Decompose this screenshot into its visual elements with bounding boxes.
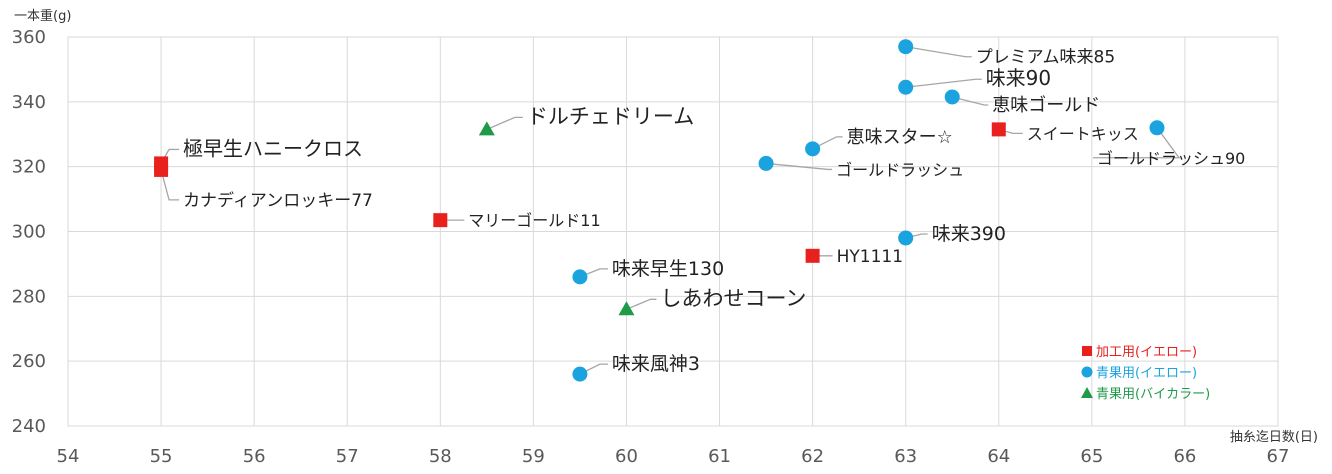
data-point — [898, 79, 914, 95]
point-label: 味来390 — [932, 223, 1006, 245]
data-point — [805, 141, 821, 157]
legend-marker — [1081, 387, 1093, 398]
legend-entry: 青果用(バイカラー) — [1096, 387, 1210, 402]
data-point — [758, 155, 774, 171]
point-label: 極早生ハニークロス — [183, 136, 363, 160]
x-tick-label: 61 — [708, 446, 731, 467]
gridlines — [67, 36, 1279, 427]
leader-line — [160, 169, 180, 201]
leader-line — [626, 298, 657, 310]
y-tick-label: 240 — [12, 416, 46, 437]
data-point — [572, 269, 588, 285]
leader-lines — [160, 46, 1181, 375]
leader-line — [812, 136, 843, 150]
point-label: カナディアンロッキー77 — [183, 190, 373, 211]
y-tick-label: 300 — [12, 222, 46, 243]
data-point — [433, 213, 448, 228]
y-axis-title: 一本重(g) — [14, 8, 71, 24]
point-label: しあわせコーン — [660, 286, 806, 310]
x-tick-label: 56 — [243, 446, 266, 467]
leader-line — [952, 96, 989, 106]
x-tick-label: 60 — [615, 446, 638, 467]
y-tick-label: 260 — [12, 351, 46, 372]
x-tick-label: 58 — [429, 446, 452, 467]
legend-entry: 青果用(イエロー) — [1096, 366, 1197, 381]
leader-line — [1093, 127, 1181, 159]
leader-line — [905, 46, 972, 58]
x-tick-label: 54 — [57, 446, 80, 467]
x-tick-label: 63 — [894, 446, 917, 467]
point-label: 恵味ゴールド — [992, 95, 1100, 116]
leader-line — [766, 162, 833, 171]
leader-line — [905, 78, 982, 88]
data-point — [898, 39, 914, 55]
point-label: 味来風神3 — [612, 353, 700, 375]
y-tick-label: 360 — [12, 27, 46, 48]
y-tick-label: 340 — [12, 92, 46, 113]
data-point — [944, 89, 960, 105]
y-tick-label: 320 — [12, 157, 46, 178]
x-tick-label: 55 — [150, 446, 173, 467]
x-tick-label: 66 — [1173, 446, 1196, 467]
leader-line — [486, 116, 523, 130]
data-point — [154, 162, 169, 177]
tick-labels: 54 55 56 57 58 59 60 61 62 63 64 65 66 67 240 260 280 300… — [12, 27, 1290, 467]
x-tick-label: 62 — [801, 446, 824, 467]
point-label: 味来早生130 — [612, 258, 724, 280]
data-point — [618, 301, 635, 316]
data-point — [1149, 120, 1165, 136]
point-label: 恵味スター☆ — [847, 127, 953, 148]
data-point — [898, 230, 914, 246]
point-label: プレミアム味来85 — [976, 48, 1115, 68]
data-point — [805, 248, 820, 263]
point-label: ゴールドラッシュ90 — [1097, 149, 1245, 168]
legend-marker — [1081, 366, 1093, 378]
legend-marker — [1082, 346, 1092, 356]
data-points — [154, 39, 1165, 382]
data-point — [991, 122, 1006, 137]
point-label: スイートキッス — [1027, 124, 1139, 143]
legend-entry: 加工用(イエロー) — [1096, 345, 1197, 360]
x-tick-label: 59 — [522, 446, 545, 467]
x-tick-label: 67 — [1267, 446, 1290, 467]
x-axis-title: 抽糸迄日数(日) — [1230, 430, 1318, 445]
point-label: ドルチェドリーム — [527, 104, 694, 128]
x-tick-label: 65 — [1080, 446, 1103, 467]
data-point — [478, 121, 495, 136]
x-tick-label: 57 — [336, 446, 359, 467]
point-label: 味来90 — [986, 66, 1051, 90]
legend: 加工用(イエロー) 青果用(イエロー) 青果用(バイカラー) — [1081, 345, 1210, 402]
point-label: マリーゴールド11 — [468, 211, 600, 230]
data-point — [572, 366, 588, 382]
point-label: HY1111 — [837, 247, 903, 267]
x-tick-label: 64 — [987, 446, 1010, 467]
y-tick-label: 280 — [12, 286, 46, 307]
point-label: ゴールドラッシュ — [836, 160, 964, 179]
